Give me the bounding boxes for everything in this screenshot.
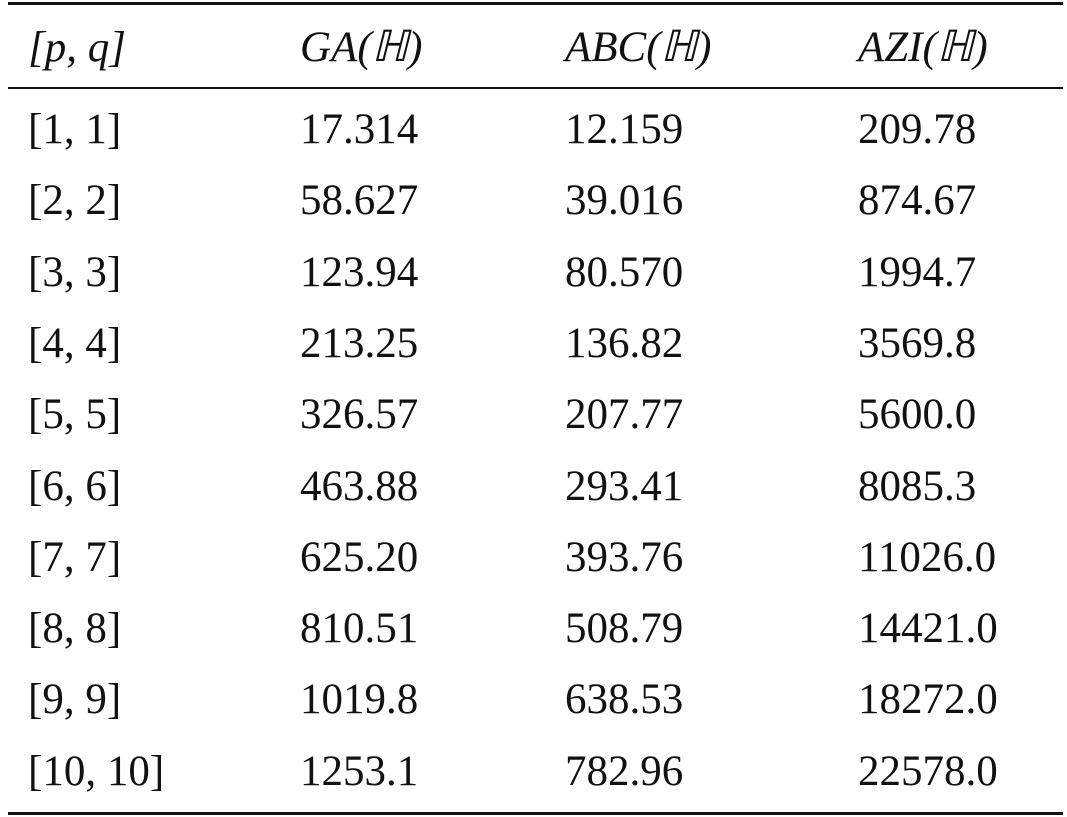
table-cell: [3, 3] [28, 248, 122, 296]
table-cell: 209.78 [858, 106, 977, 153]
table-cell: [6, 6] [28, 462, 122, 510]
table-cell: 58.627 [300, 177, 419, 225]
table-cell: 326.57 [300, 391, 419, 439]
table-cell: 463.88 [300, 462, 419, 510]
top-rule [8, 2, 1063, 5]
table-cell: 874.67 [858, 177, 977, 225]
table-cell: 5600.0 [858, 391, 977, 439]
table-cell: 3569.8 [858, 319, 977, 367]
table-cell: 123.94 [300, 248, 419, 296]
table-cell: [9, 9] [28, 676, 122, 724]
table-cell: [8, 8] [28, 605, 122, 653]
table-cell: 625.20 [300, 533, 419, 581]
header-cell: ABC(ℍ) [565, 24, 712, 71]
table-cell: 1253.1 [300, 747, 419, 795]
header-cell: GA(ℍ) [300, 24, 423, 71]
table-cell: 18272.0 [858, 676, 998, 724]
table-cell: [5, 5] [28, 391, 122, 439]
table-cell: 136.82 [565, 319, 684, 367]
table-cell: 782.96 [565, 747, 684, 795]
header-rule [8, 87, 1063, 89]
table-cell: 80.570 [565, 248, 684, 296]
table-cell: 293.41 [565, 462, 684, 510]
header-cell: [p, q] [28, 24, 126, 71]
table-cell: 1994.7 [858, 248, 977, 296]
table-cell: 39.016 [565, 177, 684, 225]
table-cell: 14421.0 [858, 605, 998, 653]
table-cell: 17.314 [300, 106, 419, 153]
table-cell: [4, 4] [28, 319, 122, 367]
table-cell: 1019.8 [300, 676, 419, 724]
table-cell: 810.51 [300, 605, 419, 653]
table-cell: [10, 10] [28, 747, 165, 795]
table-cell: 213.25 [300, 319, 419, 367]
header-cell: AZI(ℍ) [858, 24, 988, 71]
table-cell: 11026.0 [858, 533, 997, 581]
table-cell: 22578.0 [858, 747, 998, 795]
table-cell: [7, 7] [28, 533, 122, 581]
table-cell: 12.159 [565, 106, 684, 153]
table-cell: 8085.3 [858, 462, 977, 510]
bottom-rule [8, 812, 1063, 815]
table-cell: 207.77 [565, 391, 684, 439]
table-cell: 638.53 [565, 676, 684, 724]
table-cell: [2, 2] [28, 177, 122, 225]
table-cell: 508.79 [565, 605, 684, 653]
table-cell: 393.76 [565, 533, 684, 581]
table-cell: [1, 1] [28, 106, 122, 153]
